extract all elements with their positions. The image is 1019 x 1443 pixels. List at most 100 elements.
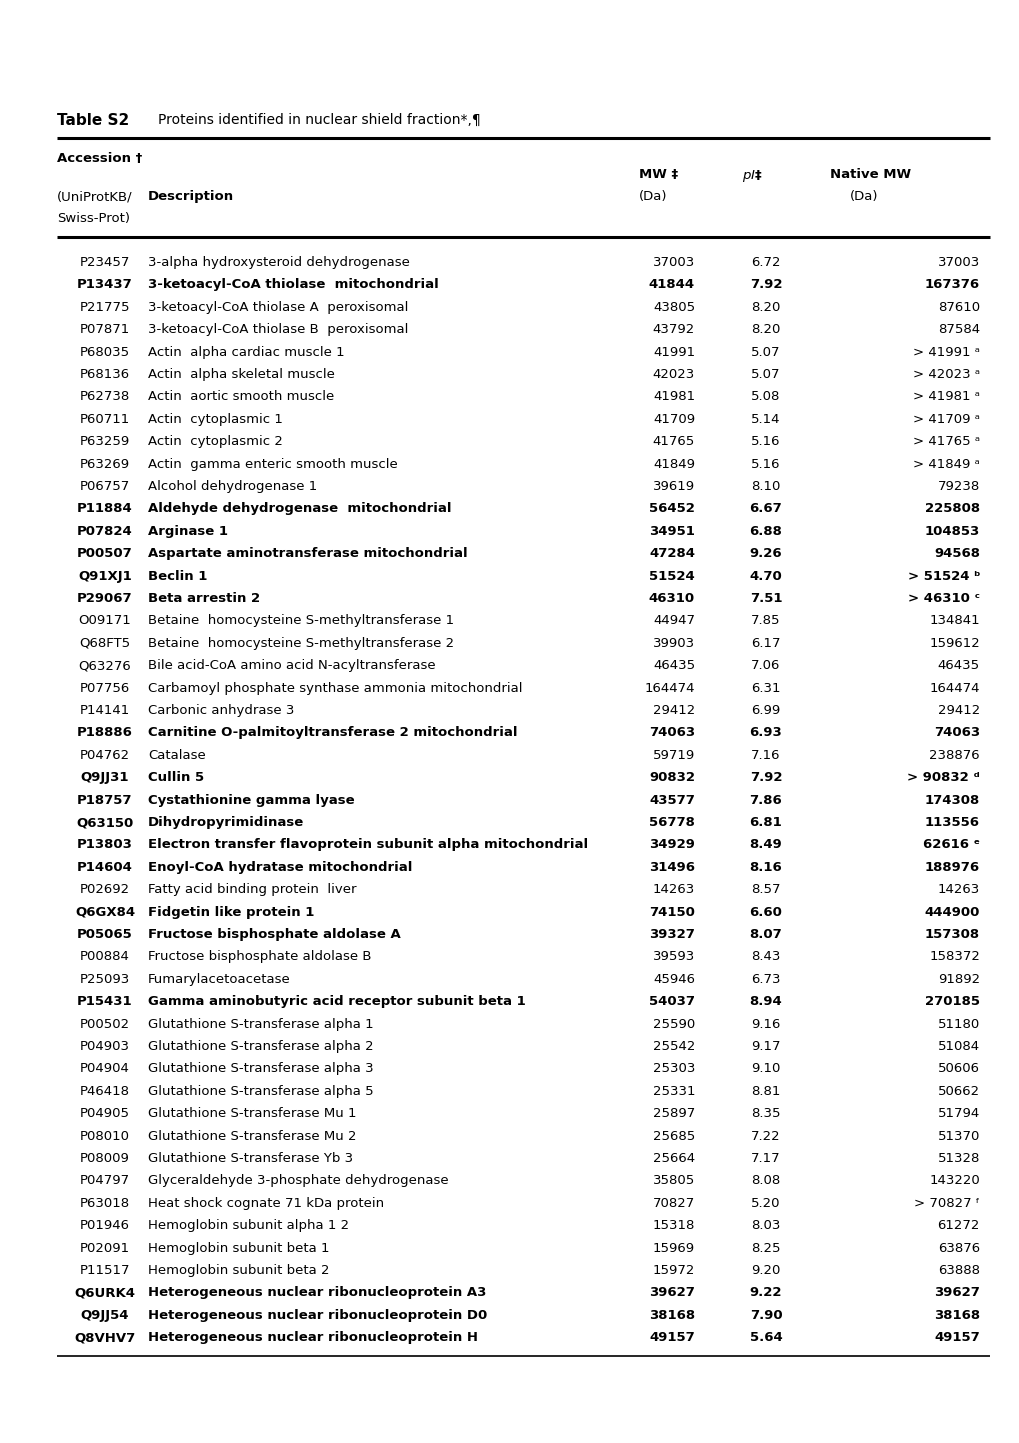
Text: Q9JJ54: Q9JJ54 [81, 1309, 129, 1322]
Text: P60711: P60711 [79, 413, 130, 426]
Text: 25542: 25542 [652, 1040, 694, 1053]
Text: 51328: 51328 [936, 1152, 979, 1165]
Text: 44947: 44947 [652, 615, 694, 628]
Text: 49157: 49157 [649, 1332, 694, 1345]
Text: 8.43: 8.43 [751, 951, 780, 964]
Text: P07871: P07871 [79, 323, 130, 336]
Text: 5.16: 5.16 [751, 436, 780, 449]
Text: 8.81: 8.81 [751, 1085, 780, 1098]
Text: 188976: 188976 [924, 861, 979, 874]
Text: 8.94: 8.94 [749, 996, 782, 1009]
Text: 7.86: 7.86 [749, 794, 782, 807]
Text: Heterogeneous nuclear ribonucleoprotein D0: Heterogeneous nuclear ribonucleoprotein … [148, 1309, 487, 1322]
Text: Actin  alpha skeletal muscle: Actin alpha skeletal muscle [148, 368, 334, 381]
Text: 8.20: 8.20 [751, 323, 780, 336]
Text: Glutathione S-transferase Mu 1: Glutathione S-transferase Mu 1 [148, 1107, 357, 1120]
Text: 15972: 15972 [652, 1264, 694, 1277]
Text: 6.31: 6.31 [751, 681, 780, 694]
Text: 8.35: 8.35 [751, 1107, 780, 1120]
Text: (Da): (Da) [638, 190, 666, 203]
Text: Dihydropyrimidinase: Dihydropyrimidinase [148, 815, 304, 828]
Text: 164474: 164474 [928, 681, 979, 694]
Text: 25664: 25664 [652, 1152, 694, 1165]
Text: 39593: 39593 [652, 951, 694, 964]
Text: 167376: 167376 [924, 278, 979, 291]
Text: Heat shock cognate 71 kDa protein: Heat shock cognate 71 kDa protein [148, 1196, 384, 1209]
Text: 7.51: 7.51 [749, 592, 782, 605]
Text: P25093: P25093 [79, 973, 130, 986]
Text: P04762: P04762 [79, 749, 130, 762]
Text: Enoyl-CoA hydratase mitochondrial: Enoyl-CoA hydratase mitochondrial [148, 861, 412, 874]
Text: P46418: P46418 [79, 1085, 129, 1098]
Text: 39627: 39627 [648, 1286, 694, 1299]
Text: Heterogeneous nuclear ribonucleoprotein H: Heterogeneous nuclear ribonucleoprotein … [148, 1332, 478, 1345]
Text: Gamma aminobutyric acid receptor subunit beta 1: Gamma aminobutyric acid receptor subunit… [148, 996, 525, 1009]
Text: 34929: 34929 [648, 838, 694, 851]
Text: Actin  cytoplasmic 2: Actin cytoplasmic 2 [148, 436, 282, 449]
Text: 34951: 34951 [648, 525, 694, 538]
Text: Q9JJ31: Q9JJ31 [81, 771, 129, 784]
Text: P13437: P13437 [77, 278, 132, 291]
Text: 41709: 41709 [652, 413, 694, 426]
Text: Betaine  homocysteine S-methyltransferase 2: Betaine homocysteine S-methyltransferase… [148, 636, 453, 649]
Text: 444900: 444900 [923, 906, 979, 919]
Text: 8.57: 8.57 [751, 883, 780, 896]
Text: Q63150: Q63150 [76, 815, 133, 828]
Text: P00884: P00884 [79, 951, 129, 964]
Text: Glutathione S-transferase alpha 3: Glutathione S-transferase alpha 3 [148, 1062, 373, 1075]
Text: 6.99: 6.99 [751, 704, 780, 717]
Text: P04905: P04905 [79, 1107, 129, 1120]
Text: 159612: 159612 [928, 636, 979, 649]
Text: 7.85: 7.85 [751, 615, 780, 628]
Text: 8.25: 8.25 [751, 1241, 780, 1254]
Text: 6.88: 6.88 [749, 525, 782, 538]
Text: 87610: 87610 [936, 300, 979, 313]
Text: Fatty acid binding protein  liver: Fatty acid binding protein liver [148, 883, 357, 896]
Text: 8.10: 8.10 [751, 481, 780, 494]
Text: P06757: P06757 [79, 481, 130, 494]
Text: 47284: 47284 [648, 547, 694, 560]
Text: 25685: 25685 [652, 1130, 694, 1143]
Text: 74150: 74150 [648, 906, 694, 919]
Text: 3-alpha hydroxysteroid dehydrogenase: 3-alpha hydroxysteroid dehydrogenase [148, 255, 410, 268]
Text: 5.14: 5.14 [751, 413, 780, 426]
Text: 46435: 46435 [936, 659, 979, 672]
Text: P23457: P23457 [79, 255, 130, 268]
Text: 63888: 63888 [937, 1264, 979, 1277]
Text: 7.17: 7.17 [750, 1152, 781, 1165]
Text: 6.72: 6.72 [751, 255, 780, 268]
Text: 35805: 35805 [652, 1175, 694, 1188]
Text: P04903: P04903 [79, 1040, 129, 1053]
Text: P07756: P07756 [79, 681, 130, 694]
Text: > 51524 ᵇ: > 51524 ᵇ [907, 570, 979, 583]
Text: 8.16: 8.16 [749, 861, 782, 874]
Text: 7.92: 7.92 [749, 771, 782, 784]
Text: 8.20: 8.20 [751, 300, 780, 313]
Text: > 90832 ᵈ: > 90832 ᵈ [906, 771, 979, 784]
Text: P63018: P63018 [79, 1196, 130, 1209]
Text: P04904: P04904 [79, 1062, 129, 1075]
Text: P08010: P08010 [79, 1130, 129, 1143]
Text: 5.16: 5.16 [751, 457, 780, 470]
Text: 91892: 91892 [936, 973, 979, 986]
Text: $\it{pI}$‡: $\it{pI}$‡ [741, 167, 762, 185]
Text: P14604: P14604 [77, 861, 132, 874]
Text: 7.22: 7.22 [750, 1130, 781, 1143]
Text: 25303: 25303 [652, 1062, 694, 1075]
Text: 43805: 43805 [652, 300, 694, 313]
Text: Actin  alpha cardiac muscle 1: Actin alpha cardiac muscle 1 [148, 346, 344, 359]
Text: 3-ketoacyl-CoA thiolase B  peroxisomal: 3-ketoacyl-CoA thiolase B peroxisomal [148, 323, 408, 336]
Text: 41981: 41981 [652, 391, 694, 404]
Text: 3-ketoacyl-CoA thiolase A  peroxisomal: 3-ketoacyl-CoA thiolase A peroxisomal [148, 300, 408, 313]
Text: > 42023 ᵃ: > 42023 ᵃ [912, 368, 979, 381]
Text: 6.60: 6.60 [749, 906, 782, 919]
Text: > 41849 ᵃ: > 41849 ᵃ [912, 457, 979, 470]
Text: 41849: 41849 [652, 457, 694, 470]
Text: 6.17: 6.17 [751, 636, 780, 649]
Text: 39903: 39903 [652, 636, 694, 649]
Text: 51524: 51524 [649, 570, 694, 583]
Text: (Da): (Da) [849, 190, 877, 203]
Text: 42023: 42023 [652, 368, 694, 381]
Text: 94568: 94568 [933, 547, 979, 560]
Text: Glutathione S-transferase alpha 1: Glutathione S-transferase alpha 1 [148, 1017, 373, 1030]
